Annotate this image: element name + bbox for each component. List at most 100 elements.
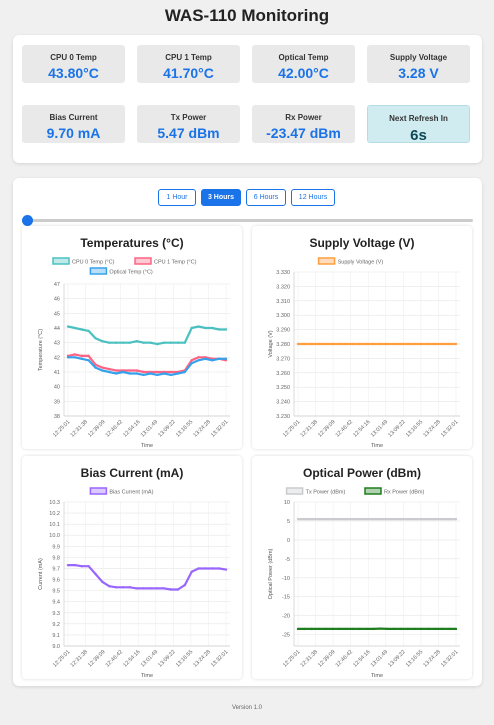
data-point — [386, 627, 389, 631]
range-button-3h[interactable]: 3 Hours — [201, 189, 241, 206]
data-point — [454, 517, 458, 521]
metric-label: Supply Voltage — [389, 53, 448, 62]
data-point — [87, 354, 90, 358]
y-tick-label: 9.3 — [52, 611, 60, 617]
legend-label: CPU 1 Temp (°C) — [154, 260, 197, 266]
x-tick-label: 13:16:55 — [175, 649, 194, 668]
data-point — [344, 517, 348, 521]
x-tick-label: 13:24:28 — [422, 649, 441, 668]
data-point — [224, 328, 228, 331]
legend-swatch — [134, 257, 152, 265]
data-point — [338, 517, 341, 521]
metric-value: -23.47 dBm — [266, 125, 341, 141]
x-tick-label: 12:25:01 — [52, 649, 71, 668]
range-button-12h[interactable]: 12 Hours — [291, 189, 335, 206]
data-point — [162, 372, 166, 375]
data-point — [434, 342, 437, 346]
y-tick-label: 10.1 — [49, 522, 60, 528]
data-point — [324, 517, 327, 521]
metric-label: Rx Power — [285, 113, 322, 122]
data-point — [80, 357, 83, 360]
x-axis-label: Time — [371, 443, 383, 449]
legend-swatch — [364, 487, 382, 495]
data-point — [454, 627, 458, 631]
x-axis-label: Time — [141, 673, 153, 679]
temperatures-chart: Temperatures (°C) CPU 0 Temp (°C) CPU 1 T… — [22, 226, 242, 449]
legend-swatch — [285, 487, 304, 495]
bias-current-chart: Bias Current (mA) Bias Current (mA) 10.3 1… — [22, 456, 242, 679]
data-point — [211, 359, 214, 362]
chart-canvas: Supply Voltage (V) 3.330 3.320 3.310 3.300 3.… — [268, 257, 460, 449]
x-tick-label: 13:24:28 — [192, 649, 211, 668]
data-point — [94, 337, 97, 340]
y-tick-label: 3.320 — [276, 284, 290, 290]
data-point — [365, 627, 368, 631]
y-tick-label: 10.0 — [49, 533, 60, 539]
data-point — [114, 586, 118, 589]
data-point — [434, 627, 437, 631]
data-point — [190, 570, 193, 573]
x-tick-label: 13:09:22 — [157, 649, 176, 668]
metric-value: 3.28 V — [398, 65, 439, 81]
y-tick-label: 9.4 — [52, 600, 60, 606]
y-tick-label: 3.290 — [276, 328, 290, 334]
data-point — [156, 370, 159, 374]
x-tick-label: 13:16:55 — [405, 649, 424, 668]
data-point — [204, 567, 207, 570]
data-point — [121, 341, 125, 344]
y-tick-label: -10 — [282, 576, 290, 582]
data-point — [121, 586, 125, 589]
y-tick-label: 47 — [54, 282, 60, 288]
data-point — [372, 517, 375, 521]
data-point — [156, 587, 159, 590]
data-point — [169, 341, 173, 344]
time-slider-track[interactable] — [27, 219, 473, 222]
data-point — [142, 587, 145, 590]
chart-title: Supply Voltage (V) — [309, 236, 415, 250]
data-point — [331, 342, 334, 346]
x-tick-label: 12:25:01 — [52, 419, 71, 438]
data-point — [169, 370, 173, 374]
charts-panel: 1 Hour 3 Hours 6 Hours 12 Hours Temperat… — [13, 178, 482, 686]
data-point — [310, 627, 313, 631]
y-tick-label: 3.270 — [276, 356, 290, 362]
range-button-1h[interactable]: 1 Hour — [158, 189, 196, 206]
data-point — [372, 627, 375, 631]
chart-canvas: CPU 0 Temp (°C) CPU 1 Temp (°C)Optical Te… — [38, 257, 230, 449]
data-point — [80, 328, 83, 331]
y-tick-label: 10.2 — [49, 511, 60, 517]
x-tick-label: 12:31:38 — [70, 649, 89, 668]
x-tick-label: 12:39:09 — [317, 649, 336, 668]
data-point — [386, 342, 389, 346]
data-point — [197, 325, 200, 328]
data-point — [365, 342, 368, 346]
data-point — [87, 565, 90, 568]
range-button-6h[interactable]: 6 Hours — [246, 189, 286, 206]
data-point — [204, 326, 207, 330]
data-point — [73, 356, 77, 359]
data-point — [296, 342, 300, 346]
y-tick-label: 39 — [54, 399, 60, 405]
data-point — [303, 627, 307, 631]
x-tick-label: 13:01:49 — [370, 649, 389, 668]
data-point — [344, 342, 348, 346]
x-tick-label: 13:32:01 — [440, 419, 459, 438]
data-point — [351, 517, 355, 521]
optical-power-chart: Optical Power (dBm) Tx Power (dBm) Rx Pow… — [252, 456, 472, 679]
time-slider-handle[interactable] — [22, 215, 33, 226]
data-point — [101, 340, 104, 343]
data-point — [413, 342, 416, 346]
data-point — [108, 341, 111, 344]
metric-card-cpu1-temp: CPU 1 Temp 41.70°C — [137, 45, 240, 83]
x-axis-label: Time — [371, 673, 383, 679]
data-point — [358, 627, 362, 631]
y-axis-label: Temperature (°C) — [38, 329, 44, 371]
x-tick-label: 13:09:22 — [387, 419, 406, 438]
data-point — [447, 627, 451, 631]
y-tick-label: 9.1 — [52, 633, 60, 639]
y-tick-label: 3.300 — [276, 313, 290, 319]
data-point — [114, 372, 118, 375]
data-point — [108, 584, 111, 588]
data-point — [80, 565, 83, 568]
data-point — [94, 572, 97, 576]
